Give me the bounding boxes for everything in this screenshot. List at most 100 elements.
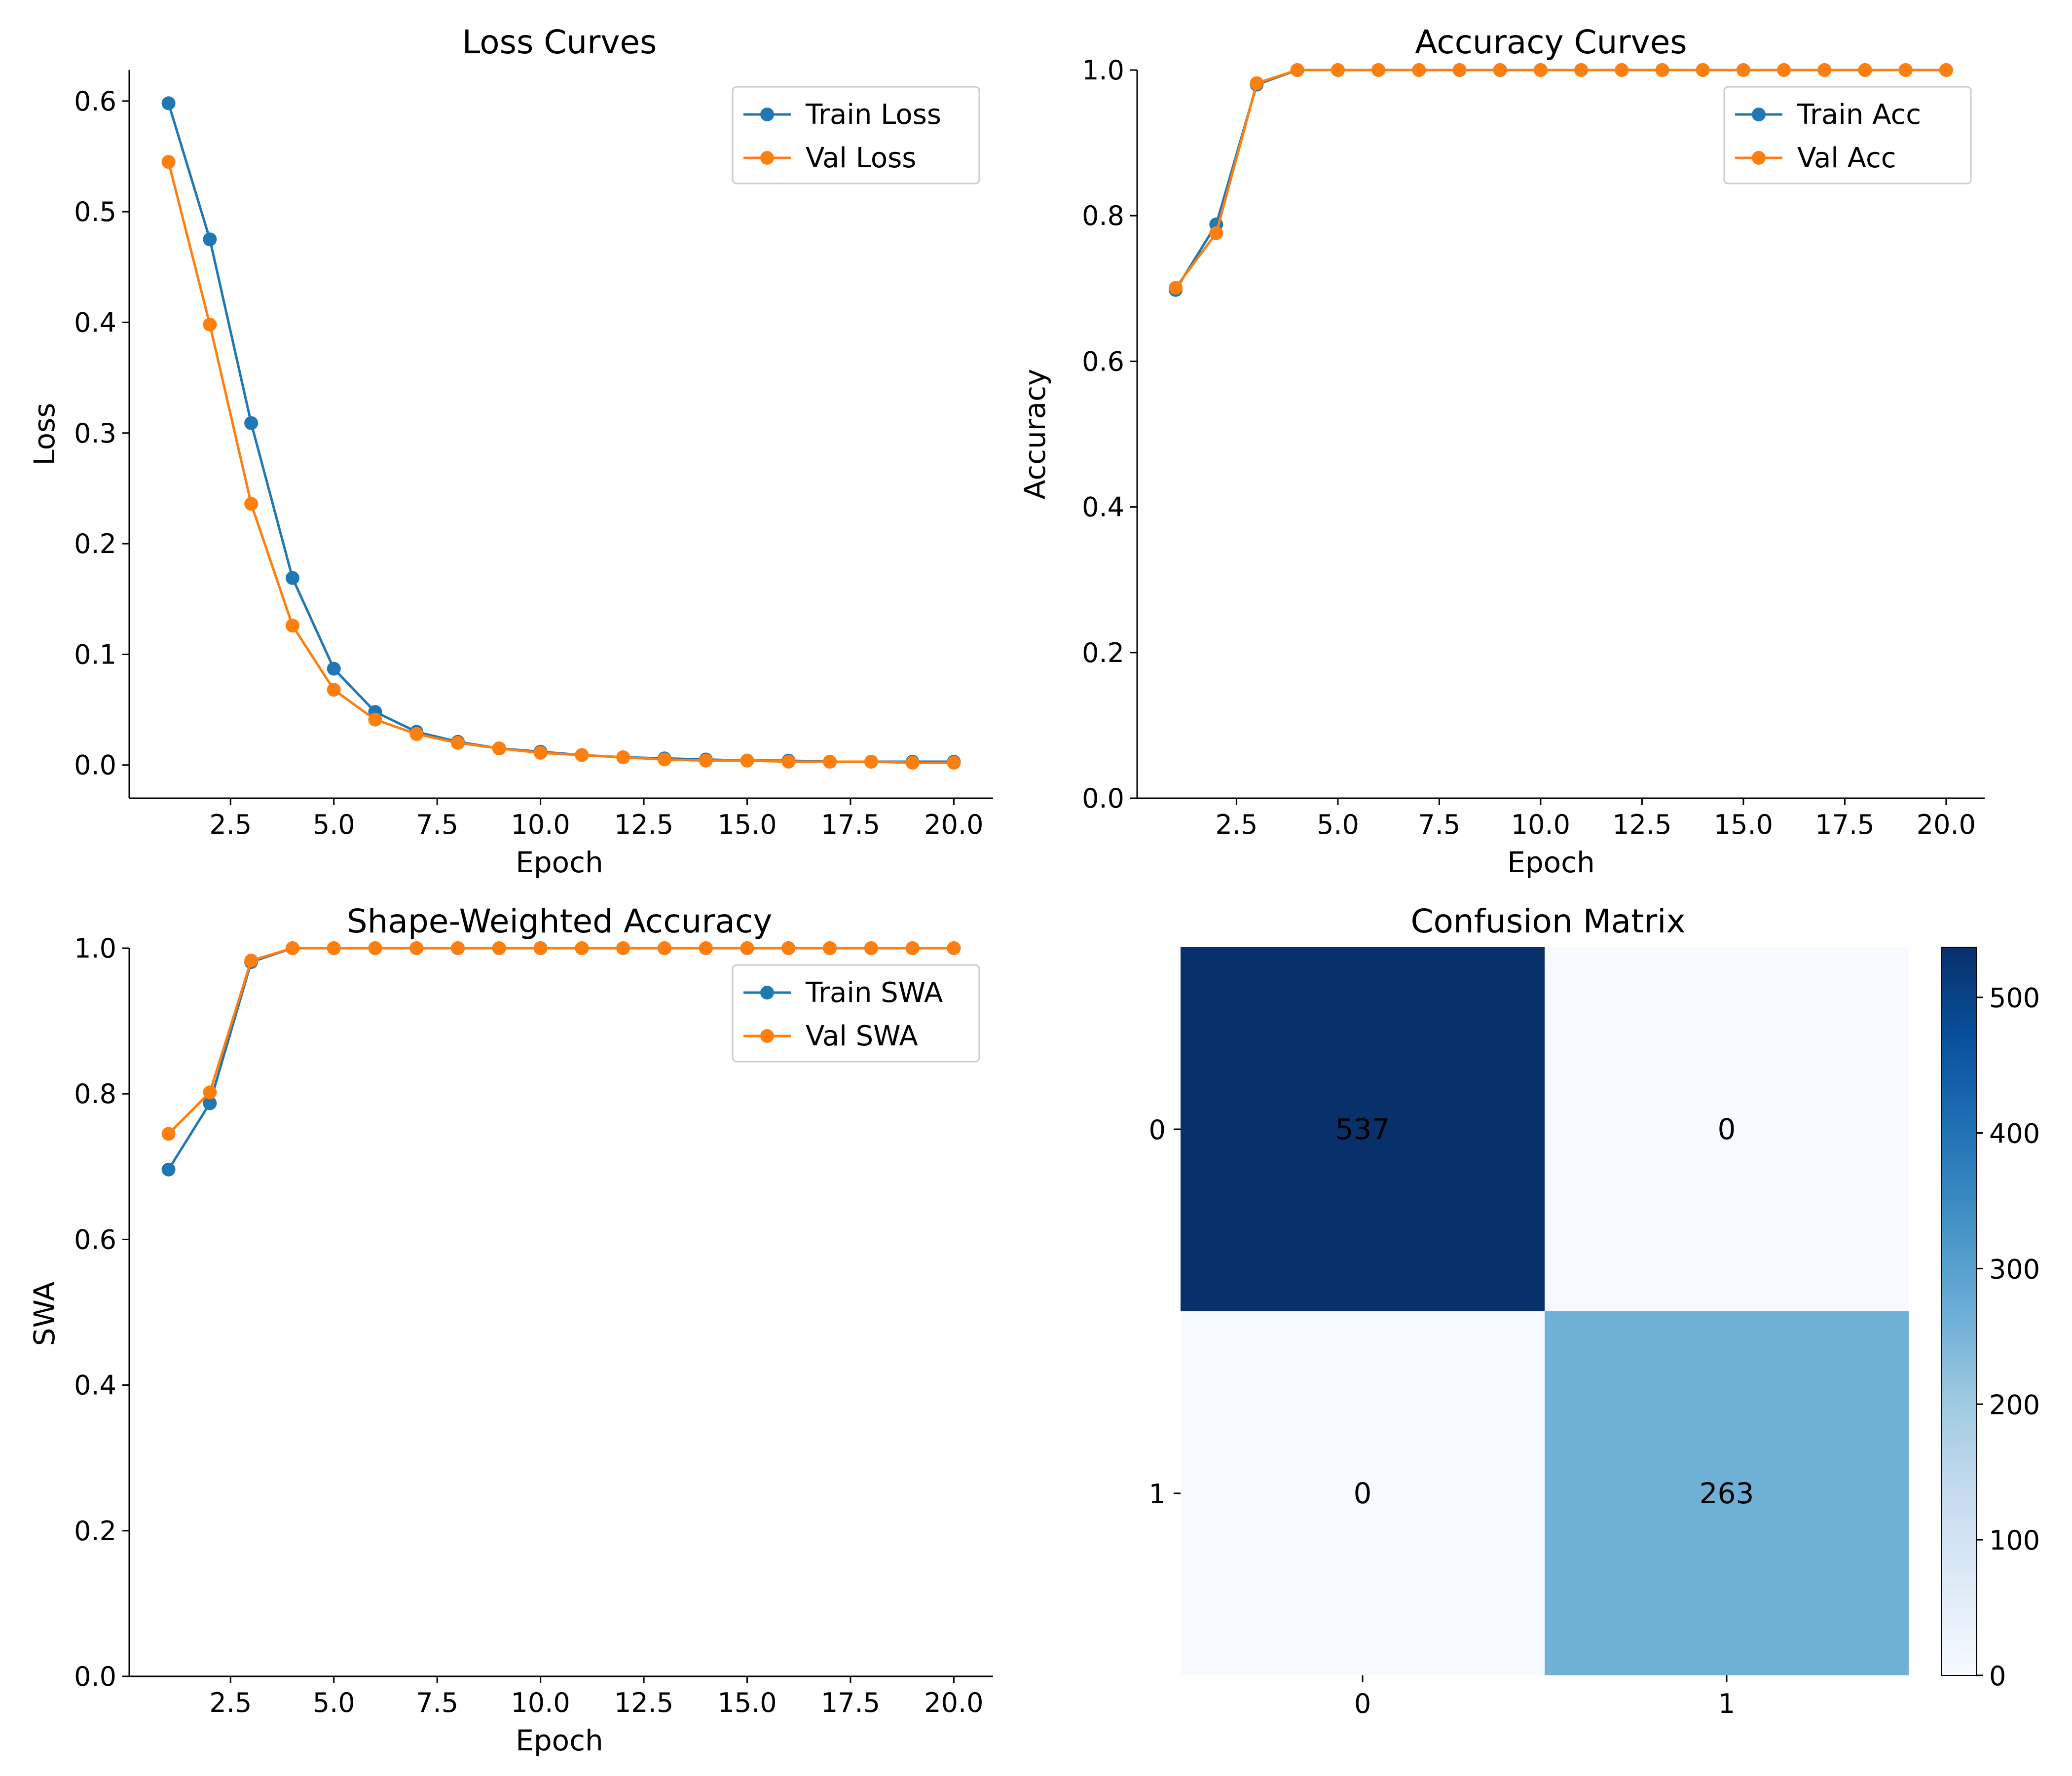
swa-x-tick-label: 7.5: [416, 1687, 458, 1718]
accuracy-val-point: [1858, 63, 1872, 77]
swa-val-point: [823, 941, 837, 955]
loss-x-tick-label: 15.0: [717, 809, 777, 840]
swa-legend-label: Val SWA: [806, 1020, 918, 1052]
accuracy-val-point: [1412, 63, 1426, 77]
loss-val-point: [244, 497, 259, 511]
swa-x-tick-label: 2.5: [209, 1687, 252, 1718]
swa-val-point: [616, 941, 630, 955]
loss-y-tick-label: 0.4: [74, 307, 116, 338]
swa-val-point: [203, 1085, 217, 1100]
loss-y-tick-label: 0.1: [74, 639, 116, 670]
loss-train-point: [203, 232, 217, 247]
loss-x-tick-label: 20.0: [924, 809, 983, 840]
colorbar-tick-label: 500: [1989, 983, 2040, 1014]
swa-legend-marker: [760, 1029, 774, 1043]
loss-val-point: [657, 752, 671, 767]
loss-xlabel: Epoch: [516, 846, 603, 879]
confusion-cell-label: 537: [1335, 1112, 1390, 1146]
confusion-cell: [1181, 1311, 1545, 1675]
accuracy-ylabel: Accuracy: [1018, 369, 1052, 500]
accuracy-legend-marker: [1752, 151, 1766, 165]
colorbar-bar: [1941, 947, 1977, 1676]
loss-legend-label: Val Loss: [806, 142, 916, 174]
colorbar-tick-label: 0: [1989, 1661, 2006, 1692]
swa-panel: Shape-Weighted Accuracy 2.5 5.0 7.5 10.0 12.…: [28, 902, 993, 1757]
accuracy-legend-marker: [1752, 108, 1766, 121]
loss-train-point: [327, 662, 341, 676]
swa-y-tick-label: 1.0: [74, 933, 116, 964]
accuracy-curves-panel: Accuracy Curves 2.5 5.0 7.5 10.0 12.5 15.0 17.…: [1018, 23, 1985, 879]
swa-val-point: [244, 954, 259, 968]
loss-val-point: [327, 683, 341, 697]
loss-y-tick-label: 0.3: [74, 418, 116, 449]
swa-x-tick-label: 15.0: [717, 1687, 777, 1718]
loss-title: Loss Curves: [462, 23, 657, 61]
accuracy-y-tick-label: 1.0: [1082, 55, 1124, 86]
accuracy-val-point: [1898, 63, 1913, 77]
swa-x-tick-label: 20.0: [924, 1687, 983, 1718]
colorbar: 0 100 200 300 400 500: [1941, 947, 2040, 1692]
swa-y-tick-label: 0.4: [74, 1370, 116, 1401]
swa-val-point: [657, 941, 671, 955]
accuracy-val-point: [1452, 63, 1467, 77]
loss-y-tick-label: 0.5: [74, 196, 116, 227]
swa-legend-box: [732, 964, 980, 1063]
loss-legend-box: [732, 86, 980, 185]
swa-val-point: [864, 941, 878, 955]
accuracy-y-tick-label: 0.2: [1082, 637, 1124, 668]
confusion-title: Confusion Matrix: [1410, 902, 1685, 940]
loss-y-tick-label: 0.6: [74, 86, 116, 117]
loss-x-tick-label: 5.0: [313, 809, 355, 840]
loss-val-point: [699, 753, 713, 768]
accuracy-legend-label: Train Acc: [1797, 99, 1921, 131]
accuracy-val-point: [1696, 63, 1710, 77]
confusion-cell-label: 0: [1354, 1477, 1372, 1510]
colorbar-tick-label: 400: [1989, 1118, 2040, 1149]
loss-val-point: [781, 754, 796, 769]
swa-y-tick-label: 0.0: [74, 1661, 116, 1692]
accuracy-val-point: [1817, 63, 1832, 77]
swa-plot-area: 2.5 5.0 7.5 10.0 12.5 15.0 17.5 20.0 0.0 0.2 0.4 0.…: [74, 933, 993, 1718]
loss-val-point: [864, 754, 878, 769]
swa-y-tick-label: 0.6: [74, 1224, 116, 1255]
accuracy-val-point: [1736, 63, 1750, 77]
accuracy-x-tick-label: 5.0: [1317, 809, 1359, 840]
swa-x-tick-label: 10.0: [511, 1687, 570, 1718]
loss-val-point: [161, 155, 176, 169]
confusion-cell-label: 0: [1718, 1112, 1736, 1146]
accuracy-y-tick-label: 0.6: [1082, 346, 1124, 377]
swa-title: Shape-Weighted Accuracy: [347, 902, 773, 940]
swa-val-point: [409, 941, 424, 955]
accuracy-legend-label: Val Acc: [1797, 142, 1896, 174]
colorbar-tick-label: 200: [1989, 1389, 2040, 1420]
accuracy-val-point: [1777, 63, 1791, 77]
swa-val-point: [327, 941, 341, 955]
swa-x-tick-label: 12.5: [614, 1687, 673, 1718]
loss-val-point: [823, 754, 837, 769]
loss-x-tick-label: 12.5: [614, 809, 673, 840]
loss-y-tick-label: 0.0: [74, 750, 116, 781]
swa-val-point: [451, 941, 465, 955]
swa-val-point: [285, 941, 299, 955]
accuracy-x-tick-label: 15.0: [1714, 809, 1773, 840]
loss-x-tick-label: 17.5: [821, 809, 880, 840]
confusion-matrix-panel: Confusion Matrix 537 0 0 263 0 1 0 1 0 100 200 300…: [1149, 902, 2040, 1719]
loss-val-point: [203, 317, 217, 332]
accuracy-x-tick-label: 20.0: [1917, 809, 1976, 840]
swa-val-point: [492, 941, 506, 955]
accuracy-val-point: [1615, 63, 1629, 77]
swa-val-point: [740, 941, 754, 955]
loss-val-point: [533, 746, 548, 760]
accuracy-val-point: [1290, 63, 1304, 77]
swa-ylabel: SWA: [28, 1281, 61, 1346]
loss-curves-panel: Loss Curves 2.5 5.0 7.5 10.0 12.5 15.0 17.5 20.…: [28, 23, 993, 879]
accuracy-val-point: [1574, 63, 1589, 77]
loss-val-point: [905, 756, 920, 770]
accuracy-legend-box: [1723, 86, 1972, 185]
loss-train-point: [244, 416, 259, 430]
accuracy-val-point: [1331, 63, 1345, 77]
swa-val-point: [575, 941, 589, 955]
accuracy-val-point: [1371, 63, 1386, 77]
colorbar-tick-label: 300: [1989, 1254, 2040, 1285]
confusion-cell: [1545, 1311, 1909, 1675]
